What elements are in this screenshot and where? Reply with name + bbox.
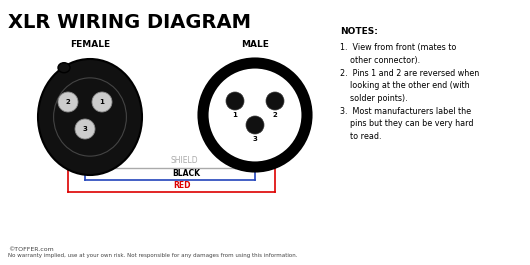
Ellipse shape: [58, 63, 70, 73]
Circle shape: [246, 116, 264, 134]
Circle shape: [266, 92, 284, 110]
Text: NOTES:: NOTES:: [340, 27, 378, 36]
Ellipse shape: [54, 78, 126, 156]
Text: 1: 1: [233, 112, 237, 118]
Circle shape: [58, 92, 78, 112]
Text: 1: 1: [100, 99, 104, 105]
Circle shape: [203, 63, 307, 167]
Text: FEMALE: FEMALE: [70, 40, 110, 49]
Text: 2: 2: [66, 99, 70, 105]
Text: 2.  Pins 1 and 2 are reversed when
    looking at the other end (with
    solder: 2. Pins 1 and 2 are reversed when lookin…: [340, 69, 479, 103]
Ellipse shape: [38, 59, 142, 175]
Circle shape: [226, 92, 244, 110]
Text: No warranty implied, use at your own risk. Not responsible for any damages from : No warranty implied, use at your own ris…: [8, 253, 297, 258]
Ellipse shape: [281, 74, 291, 82]
Text: XLR WIRING DIAGRAM: XLR WIRING DIAGRAM: [8, 13, 251, 32]
Text: ©TOFFER.com: ©TOFFER.com: [8, 247, 54, 252]
Text: 1.  View from front (mates to
    other connector).: 1. View from front (mates to other conne…: [340, 43, 456, 64]
Text: MALE: MALE: [241, 40, 269, 49]
Text: RED: RED: [173, 181, 191, 190]
Text: 3.  Most manufacturers label the
    pins but they can be very hard
    to read.: 3. Most manufacturers label the pins but…: [340, 107, 473, 141]
Text: SHIELD: SHIELD: [171, 156, 198, 165]
Circle shape: [75, 119, 95, 139]
Text: 2: 2: [272, 112, 277, 118]
Text: 3: 3: [253, 136, 258, 142]
Text: 3: 3: [83, 126, 87, 132]
Circle shape: [92, 92, 112, 112]
Text: BLACK: BLACK: [172, 169, 200, 178]
